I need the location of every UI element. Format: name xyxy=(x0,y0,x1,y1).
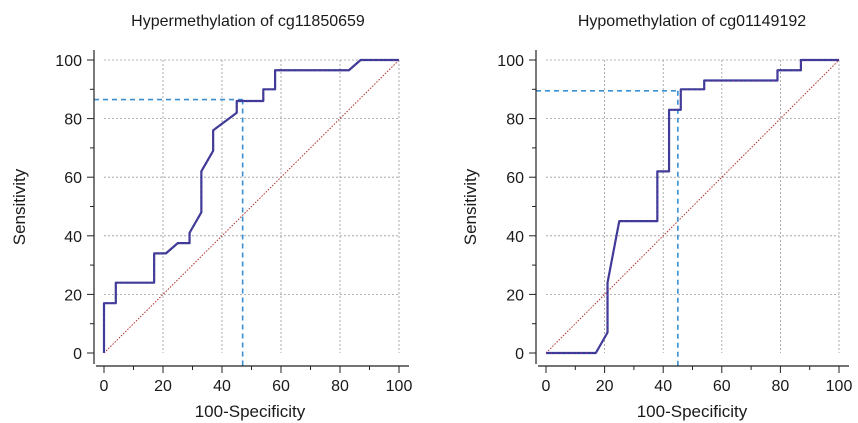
y-tick-label: 60 xyxy=(506,170,524,187)
roc-chart-left: Hypermethylation of cg11850659 100-Speci… xyxy=(10,13,412,421)
x-tick-labels: 0 20 40 60 80 100 xyxy=(100,378,413,395)
y-axis-label: Sensitivity xyxy=(10,168,29,245)
x-tick-label: 0 xyxy=(542,378,551,395)
x-tick-label: 60 xyxy=(272,378,290,395)
x-tick-label: 20 xyxy=(596,378,614,395)
reference-diagonal-line xyxy=(545,59,840,354)
y-tick-label: 0 xyxy=(73,346,82,363)
roc-curve-line xyxy=(546,58,839,355)
y-tick-label: 40 xyxy=(64,229,82,246)
reference-diagonal-line xyxy=(103,59,400,354)
x-tick-label: 100 xyxy=(386,378,413,395)
grid-lines xyxy=(546,59,840,353)
axes xyxy=(529,50,849,373)
x-tick-label: 80 xyxy=(772,378,790,395)
x-axis-label: 100-Specificity xyxy=(195,402,306,421)
x-axis-label: 100-Specificity xyxy=(637,402,748,421)
x-tick-label: 40 xyxy=(213,378,231,395)
y-tick-labels: 0 20 40 60 80 100 xyxy=(55,53,82,363)
x-tick-label: 80 xyxy=(331,378,349,395)
y-tick-label: 80 xyxy=(64,112,82,129)
y-tick-label: 40 xyxy=(506,229,524,246)
grid-lines xyxy=(104,59,400,353)
x-tick-label: 60 xyxy=(713,378,731,395)
chart-title: Hypomethylation of cg01149192 xyxy=(578,13,806,30)
y-tick-label: 100 xyxy=(55,53,82,70)
y-tick-labels: 0 20 40 60 80 100 xyxy=(497,53,524,363)
y-tick-label: 20 xyxy=(64,287,82,304)
y-tick-label: 80 xyxy=(506,112,524,129)
x-tick-label: 100 xyxy=(826,378,853,395)
axes xyxy=(87,50,409,373)
y-tick-label: 60 xyxy=(64,170,82,187)
y-tick-label: 0 xyxy=(515,346,524,363)
x-tick-label: 40 xyxy=(654,378,672,395)
roc-curve-confidence-dots xyxy=(103,59,399,353)
chart-title: Hypermethylation of cg11850659 xyxy=(131,13,365,30)
y-tick-label: 100 xyxy=(497,53,524,70)
y-tick-label: 20 xyxy=(506,287,524,304)
y-axis-label: Sensitivity xyxy=(461,168,480,245)
roc-chart-right: Hypomethylation of cg01149192 100-Specif… xyxy=(461,13,852,421)
x-tick-label: 0 xyxy=(100,378,109,395)
x-tick-labels: 0 20 40 60 80 100 xyxy=(542,378,853,395)
x-tick-label: 20 xyxy=(154,378,172,395)
